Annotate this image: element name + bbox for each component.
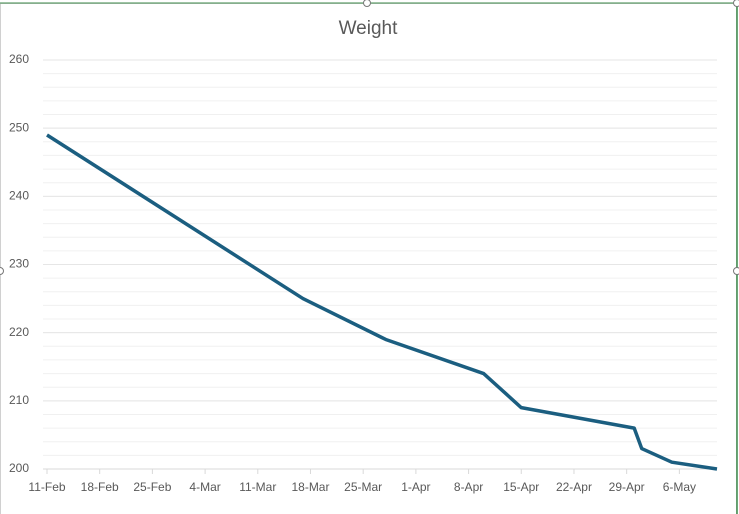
x-tick-label: 25-Feb <box>133 480 171 494</box>
x-tick-label: 11-Mar <box>239 480 276 494</box>
resize-handle[interactable] <box>733 267 739 275</box>
x-tick-label: 29-Apr <box>609 480 645 494</box>
resize-handle[interactable] <box>363 0 371 7</box>
x-tick-label: 1-Apr <box>401 480 430 494</box>
resize-handle[interactable] <box>733 0 739 7</box>
y-tick-label: 220 <box>9 325 29 339</box>
x-tick-label: 11-Feb <box>28 480 65 494</box>
x-tick-label: 18-Mar <box>291 480 329 494</box>
x-tick-label: 15-Apr <box>503 480 539 494</box>
x-tick-label: 4-Mar <box>189 480 220 494</box>
x-tick-label: 6-May <box>663 480 696 494</box>
y-tick-label: 240 <box>9 189 29 203</box>
y-tick-label: 260 <box>9 52 29 66</box>
chart-title: Weight <box>339 18 399 39</box>
x-tick-label: 18-Feb <box>81 480 119 494</box>
chart-frame <box>0 3 737 514</box>
y-tick-label: 250 <box>9 120 29 134</box>
x-tick-label: 8-Apr <box>454 480 483 494</box>
y-tick-label: 230 <box>9 257 29 271</box>
data-line <box>46 133 718 471</box>
x-tick-label: 22-Apr <box>556 480 592 494</box>
y-tick-label: 200 <box>9 461 29 475</box>
y-tick-label: 210 <box>9 393 29 407</box>
x-tick-label: 25-Mar <box>344 480 382 494</box>
resize-handle[interactable] <box>0 267 4 275</box>
